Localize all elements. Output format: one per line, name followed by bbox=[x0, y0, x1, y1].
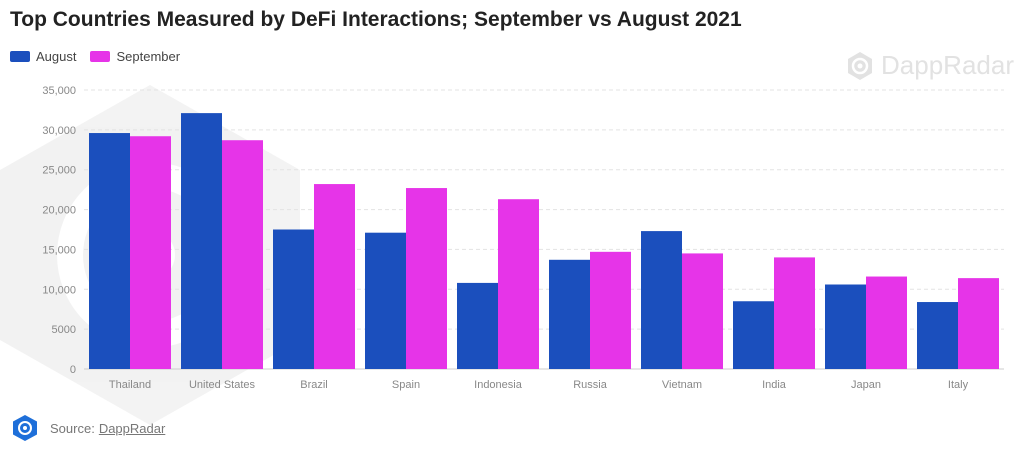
legend-swatch-august bbox=[10, 51, 30, 62]
x-tick-label: India bbox=[762, 379, 787, 391]
x-tick-label: Japan bbox=[851, 379, 881, 391]
bar-september-russia[interactable] bbox=[590, 251, 631, 369]
bar-august-vietnam[interactable] bbox=[641, 231, 682, 369]
bar-september-indonesia[interactable] bbox=[498, 199, 539, 369]
y-tick-label: 5000 bbox=[52, 324, 76, 336]
bar-august-russia[interactable] bbox=[549, 259, 590, 369]
legend: August September bbox=[10, 49, 194, 64]
x-tick-label: Vietnam bbox=[662, 379, 702, 391]
x-axis: Thailand United States Brazil Spain Indonesi… bbox=[109, 379, 969, 391]
bar-august-spain[interactable] bbox=[365, 232, 406, 369]
legend-swatch-september bbox=[90, 51, 111, 62]
bar-september-vietnam[interactable] bbox=[682, 253, 723, 369]
footer: Source: DappRadar bbox=[12, 414, 165, 442]
bar-august-japan[interactable] bbox=[825, 284, 866, 369]
y-axis: 0 5000 10,000 15,000 20,000 25,000 30,000 35,00… bbox=[42, 85, 76, 376]
source-prefix: Source: bbox=[50, 420, 95, 436]
bar-august-thailand[interactable] bbox=[89, 133, 130, 369]
bars bbox=[89, 113, 999, 369]
bar-september-india[interactable] bbox=[774, 257, 815, 369]
bar-august-united-states[interactable] bbox=[181, 113, 222, 369]
x-tick-label: Brazil bbox=[300, 379, 328, 391]
y-tick-label: 10,000 bbox=[42, 284, 76, 296]
bar-august-brazil[interactable] bbox=[273, 229, 314, 370]
dappradar-logo-icon bbox=[848, 51, 873, 80]
y-tick-label: 15,000 bbox=[42, 244, 76, 256]
legend-item-august[interactable]: August bbox=[10, 49, 76, 64]
legend-label-august: August bbox=[36, 49, 77, 64]
x-tick-label: Spain bbox=[392, 379, 420, 391]
y-tick-label: 25,000 bbox=[42, 165, 76, 177]
y-tick-label: 30,000 bbox=[42, 125, 76, 137]
watermark: DappRadar bbox=[845, 50, 1014, 81]
y-tick-label: 20,000 bbox=[42, 205, 76, 217]
dappradar-logo-icon bbox=[13, 415, 37, 441]
bar-september-united-states[interactable] bbox=[222, 140, 263, 369]
bar-september-italy[interactable] bbox=[958, 278, 999, 369]
x-tick-label: Indonesia bbox=[474, 379, 523, 391]
bar-august-italy[interactable] bbox=[917, 302, 958, 369]
x-tick-label: Russia bbox=[573, 379, 608, 391]
legend-item-september[interactable]: September bbox=[90, 49, 180, 64]
legend-label-september: September bbox=[116, 49, 181, 64]
bar-august-indonesia[interactable] bbox=[457, 282, 498, 369]
bar-september-japan[interactable] bbox=[866, 276, 907, 369]
x-tick-label: Italy bbox=[948, 379, 969, 391]
chart-title: Top Countries Measured by DeFi Interacti… bbox=[10, 8, 742, 31]
bar-august-india[interactable] bbox=[733, 301, 774, 369]
bar-september-spain[interactable] bbox=[406, 188, 447, 369]
bar-september-thailand[interactable] bbox=[130, 136, 171, 369]
x-tick-label: Thailand bbox=[109, 379, 151, 391]
bar-september-brazil[interactable] bbox=[314, 184, 355, 369]
x-tick-label: United States bbox=[189, 379, 256, 391]
source-link[interactable]: DappRadar bbox=[98, 420, 166, 436]
y-tick-label: 0 bbox=[70, 364, 76, 376]
watermark-text: DappRadar bbox=[881, 50, 1014, 80]
y-tick-label: 35,000 bbox=[42, 85, 76, 97]
